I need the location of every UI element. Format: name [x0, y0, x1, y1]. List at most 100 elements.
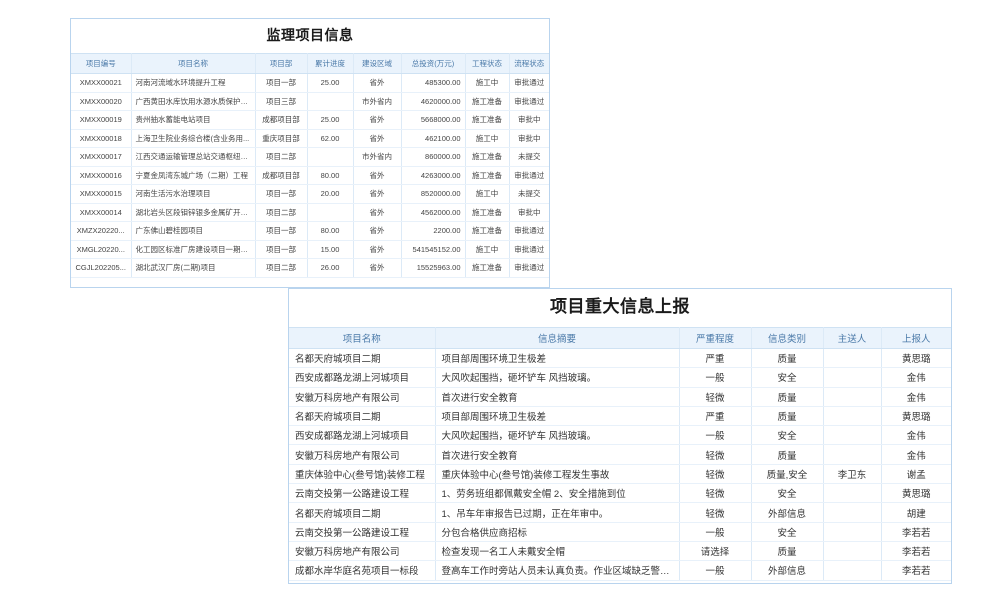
cell-report-summary[interactable]: 分包合格供应商招标 — [435, 522, 680, 542]
cell-project-name[interactable]: 贵州抽水蓄能电站项目 — [131, 110, 256, 130]
cell-report-summary[interactable]: 大风吹起围挡，砸坏铲车 风挡玻璃。 — [435, 425, 680, 446]
table-row[interactable]: XMXX00019 贵州抽水蓄能电站项目 成都项目部 25.00 省外 5668000.0… — [71, 110, 549, 130]
table-row[interactable]: XMGL20220... 化工园区标准厂房建设项目一期项目 项目一部 15.00 省外 5… — [71, 240, 549, 259]
cell-project-state: 施工中 — [465, 240, 510, 259]
cell-project-dept[interactable]: 项目一部 — [255, 73, 308, 93]
cell-project-name[interactable]: 湖北岩头区段钼锌银多金属矿开采... — [131, 203, 256, 222]
cell-project-code[interactable]: XMXX00016 — [71, 166, 132, 185]
cell-flow-state: 审批中 — [509, 203, 549, 222]
cell-project-code[interactable]: XMXX00014 — [71, 203, 132, 222]
cell-report-category: 质量 — [751, 444, 824, 465]
cell-report-summary[interactable]: 首次进行安全教育 — [435, 444, 680, 465]
cell-project-code[interactable]: XMXX00021 — [71, 73, 132, 93]
table-row[interactable]: 云南交投第一公路建设工程 1、劳务班组都佩戴安全帽 2、安全措施到位 轻微 安全 黄思璐 — [289, 483, 951, 504]
cell-project-name[interactable]: 化工园区标准厂房建设项目一期项目 — [131, 240, 256, 259]
supervision-table: 项目编号 项目名称 项目部 累计进度 建设区域 总投资(万元) 工程状态 流程状… — [71, 53, 549, 278]
cell-project-name[interactable]: 宁夏金凤湾东城广场（二期）工程 — [131, 166, 256, 185]
cell-project-dept[interactable]: 成都项目部 — [255, 166, 308, 185]
table-row[interactable]: XMXX00014 湖北岩头区段钼锌银多金属矿开采... 项目二部 省外 4562000… — [71, 203, 549, 222]
cell-project-dept[interactable]: 项目一部 — [255, 184, 308, 204]
supervision-table-body: XMXX00021 河南河流域水环境提升工程 项目一部 25.00 省外 485300.0… — [71, 73, 549, 278]
table-row[interactable]: CGJL202205... 湖北武汉厂房(二期)项目 项目二部 26.00 省外 1552… — [71, 258, 549, 278]
cell-report-project[interactable]: 成都水岸华庭名苑项目一标段 — [289, 560, 436, 581]
cell-report-project[interactable]: 安徽万科房地产有限公司 — [289, 387, 436, 407]
cell-project-name[interactable]: 湖北武汉厂房(二期)项目 — [131, 258, 256, 278]
cell-project-code[interactable]: XMXX00015 — [71, 184, 132, 204]
cell-project-code[interactable]: XMZX20220... — [71, 221, 132, 241]
cell-project-dept[interactable]: 重庆项目部 — [255, 129, 308, 148]
cell-report-summary[interactable]: 登高车工作时旁站人员未认真负责。作业区域缺乏警示杯 — [435, 560, 680, 581]
cell-report-summary[interactable]: 检查发现一名工人未戴安全帽 — [435, 541, 680, 562]
table-row[interactable]: 安徽万科房地产有限公司 首次进行安全教育 轻微 质量 金伟 — [289, 444, 951, 465]
cell-report-by: 金伟 — [881, 444, 951, 465]
cell-report-project[interactable]: 云南交投第一公路建设工程 — [289, 522, 436, 542]
cell-project-name[interactable]: 河南河流域水环境提升工程 — [131, 73, 256, 93]
cell-report-summary[interactable]: 1、吊车年审报告已过期，正在年审中。 — [435, 502, 680, 523]
cell-project-name[interactable]: 上海卫生院业务综合楼(含业务用... — [131, 129, 256, 148]
table-row[interactable]: 名都天府城项目二期 1、吊车年审报告已过期，正在年审中。 轻微 外部信息 胡建 — [289, 502, 951, 523]
table-row[interactable]: XMXX00017 江西交通运输管理总站交通枢纽及... 项目二部 市外省内 86000… — [71, 147, 549, 167]
cell-project-code[interactable]: XMGL20220... — [71, 240, 132, 259]
cell-report-summary[interactable]: 重庆体验中心(叁号馆)装修工程发生事故 — [435, 464, 680, 485]
cell-report-to — [823, 522, 882, 542]
cell-project-dept[interactable]: 成都项目部 — [255, 110, 308, 130]
cell-total-invest: 5668000.00 — [401, 110, 466, 130]
cell-build-area: 市外省内 — [353, 147, 402, 167]
table-row[interactable]: 安徽万科房地产有限公司 首次进行安全教育 轻微 质量 金伟 — [289, 387, 951, 407]
cell-report-project[interactable]: 西安成都路龙湖上河城项目 — [289, 367, 436, 388]
cell-project-dept[interactable]: 项目二部 — [255, 147, 308, 167]
cell-report-summary[interactable]: 项目部周围环境卫生极差 — [435, 348, 680, 369]
cell-report-project[interactable]: 安徽万科房地产有限公司 — [289, 541, 436, 562]
cell-build-area: 省外 — [353, 240, 402, 259]
cell-report-project[interactable]: 名都天府城项目二期 — [289, 406, 436, 427]
table-row[interactable]: XMXX00016 宁夏金凤湾东城广场（二期）工程 成都项目部 80.00 省外 4263… — [71, 166, 549, 185]
cell-report-project[interactable]: 名都天府城项目二期 — [289, 502, 436, 523]
cell-project-code[interactable]: XMXX00020 — [71, 92, 132, 111]
table-row[interactable]: 西安成都路龙湖上河城项目 大风吹起围挡，砸坏铲车 风挡玻璃。 一般 安全 金伟 — [289, 425, 951, 446]
cell-report-project[interactable]: 西安成都路龙湖上河城项目 — [289, 425, 436, 446]
cell-progress — [307, 203, 354, 222]
cell-project-code[interactable]: XMXX00018 — [71, 129, 132, 148]
cell-project-name[interactable]: 广西黄田水库饮用水源水质保护项目 — [131, 92, 256, 111]
cell-project-dept[interactable]: 项目三部 — [255, 92, 308, 111]
table-row[interactable]: 成都水岸华庭名苑项目一标段 登高车工作时旁站人员未认真负责。作业区域缺乏警示杯 一般… — [289, 560, 951, 581]
cell-total-invest: 860000.00 — [401, 147, 466, 167]
table-row[interactable]: 重庆体验中心(叁号馆)装修工程 重庆体验中心(叁号馆)装修工程发生事故 轻微 质量,安… — [289, 464, 951, 485]
cell-project-code[interactable]: CGJL202205... — [71, 258, 132, 278]
cell-report-project[interactable]: 云南交投第一公路建设工程 — [289, 483, 436, 504]
table-row[interactable]: 安徽万科房地产有限公司 检查发现一名工人未戴安全帽 请选择 质量 李若若 — [289, 541, 951, 562]
cell-report-category: 质量,安全 — [751, 464, 824, 485]
cell-project-dept[interactable]: 项目二部 — [255, 203, 308, 222]
cell-project-name[interactable]: 河南生活污水治理项目 — [131, 184, 256, 204]
table-row[interactable]: XMXX00015 河南生活污水治理项目 项目一部 20.00 省外 8520000.00… — [71, 184, 549, 204]
cell-report-project[interactable]: 安徽万科房地产有限公司 — [289, 444, 436, 465]
cell-report-project[interactable]: 重庆体验中心(叁号馆)装修工程 — [289, 464, 436, 485]
cell-project-dept[interactable]: 项目一部 — [255, 240, 308, 259]
cell-project-dept[interactable]: 项目一部 — [255, 221, 308, 241]
cell-report-severity: 严重 — [679, 406, 752, 427]
table-row[interactable]: XMXX00018 上海卫生院业务综合楼(含业务用... 重庆项目部 62.00 省外 4… — [71, 129, 549, 148]
cell-project-state: 施工准备 — [465, 92, 510, 111]
cell-report-project[interactable]: 名都天府城项目二期 — [289, 348, 436, 369]
cell-report-summary[interactable]: 项目部周围环境卫生极差 — [435, 406, 680, 427]
cell-report-to — [823, 444, 882, 465]
table-row[interactable]: XMZX20220... 广东佛山碧桂园项目 项目一部 80.00 省外 2200.00 施… — [71, 221, 549, 241]
cell-project-name[interactable]: 广东佛山碧桂园项目 — [131, 221, 256, 241]
table-row[interactable]: 西安成都路龙湖上河城项目 大风吹起围挡，砸坏铲车 风挡玻璃。 一般 安全 金伟 — [289, 367, 951, 388]
table-row[interactable]: 名都天府城项目二期 项目部周围环境卫生极差 严重 质量 黄思璐 — [289, 406, 951, 427]
cell-project-code[interactable]: XMXX00019 — [71, 110, 132, 130]
cell-report-to — [823, 348, 882, 369]
cell-project-name[interactable]: 江西交通运输管理总站交通枢纽及... — [131, 147, 256, 167]
cell-project-code[interactable]: XMXX00017 — [71, 147, 132, 167]
cell-report-summary[interactable]: 1、劳务班组都佩戴安全帽 2、安全措施到位 — [435, 483, 680, 504]
cell-report-category: 质量 — [751, 387, 824, 407]
table-row[interactable]: 云南交投第一公路建设工程 分包合格供应商招标 一般 安全 李若若 — [289, 522, 951, 542]
supervision-panel-title: 监理项目信息 — [71, 19, 549, 53]
table-row[interactable]: 名都天府城项目二期 项目部周围环境卫生极差 严重 质量 黄思璐 — [289, 348, 951, 369]
table-row[interactable]: XMXX00021 河南河流域水环境提升工程 项目一部 25.00 省外 485300.0… — [71, 73, 549, 93]
table-row[interactable]: XMXX00020 广西黄田水库饮用水源水质保护项目 项目三部 市外省内 4620000… — [71, 92, 549, 111]
cell-report-to — [823, 387, 882, 407]
cell-project-dept[interactable]: 项目二部 — [255, 258, 308, 278]
cell-report-summary[interactable]: 大风吹起围挡，砸坏铲车 风挡玻璃。 — [435, 367, 680, 388]
cell-report-summary[interactable]: 首次进行安全教育 — [435, 387, 680, 407]
